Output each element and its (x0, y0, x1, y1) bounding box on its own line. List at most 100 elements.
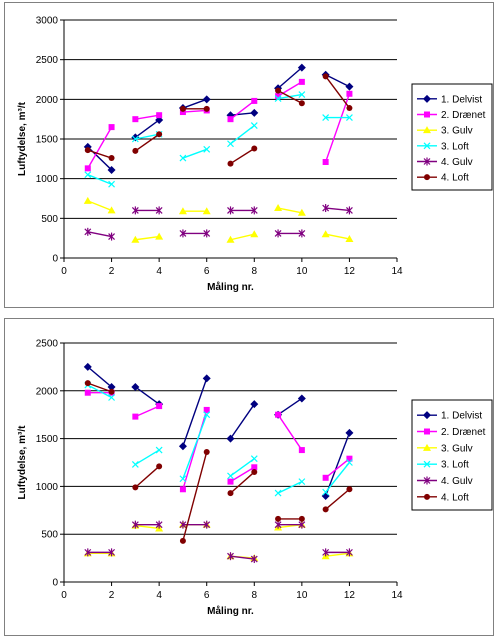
series-line (87, 126, 113, 169)
series-line (277, 81, 303, 97)
legend: 1. Delvist 2. Drænet 3. Gulv 3. Loft 4. Gulv… (411, 399, 493, 511)
data-point (131, 235, 140, 243)
series-line (230, 124, 255, 145)
series-4-loft (84, 73, 353, 167)
data-point (298, 478, 306, 486)
data-point (322, 488, 330, 496)
chart-svg-bottom: 0 500 1000 1500 2000 2500 0 2 4 6 8 10 12 14 Måling nr… (17, 339, 493, 617)
y-axis-title: Luftydelse, m³/t (17, 101, 28, 176)
series-line (325, 552, 350, 557)
x-tick-label: 8 (252, 266, 258, 277)
data-point (251, 97, 258, 104)
data-point (203, 229, 211, 238)
legend-box (411, 83, 493, 191)
chart-svg-top: 0 500 1000 1500 2000 2500 3000 0 2 4 6 8 10 12 14 Målin… (17, 16, 493, 293)
data-point (156, 131, 163, 138)
data-point (346, 486, 353, 493)
legend-marker (423, 460, 431, 468)
legend-label: 4. Gulv (441, 157, 473, 168)
series-line (134, 386, 160, 405)
y-tick-label: 2000 (36, 95, 59, 106)
data-point (298, 447, 305, 454)
data-point (131, 520, 139, 529)
data-point (179, 537, 186, 544)
legend-label: 3. Gulv (441, 443, 473, 454)
legend-marker (423, 157, 431, 166)
data-point (84, 165, 91, 172)
y-tick-label: 2000 (36, 386, 59, 397)
data-point (203, 145, 211, 153)
data-point (179, 475, 187, 483)
legend-item: 4. Loft (417, 492, 469, 503)
data-point (202, 374, 211, 383)
y-tick-label: 1500 (36, 434, 59, 445)
legend-item: 1. Delvist (417, 411, 482, 422)
data-point (251, 464, 258, 471)
data-point (297, 208, 306, 216)
series-1-delvist (83, 362, 354, 500)
data-point (179, 154, 187, 162)
series-3-gulv (83, 520, 354, 562)
y-tick-label: 0 (52, 254, 58, 265)
legend-label: 1. Delvist (441, 94, 482, 105)
legend-marker (423, 142, 431, 150)
series-line (277, 207, 302, 214)
legend-item: 3. Gulv (417, 126, 473, 137)
legend-item: 3. Gulv (417, 443, 473, 454)
series-line (134, 119, 160, 138)
data-point (274, 95, 282, 102)
x-tick-label: 8 (252, 590, 258, 601)
data-point (131, 382, 140, 391)
data-point (321, 230, 330, 238)
series-line (325, 233, 350, 240)
data-point (178, 442, 187, 451)
x-tick-label: 2 (109, 266, 115, 277)
series-line (277, 67, 303, 89)
data-point (108, 124, 115, 131)
series-line (182, 98, 207, 109)
legend-item: 4. Gulv (417, 157, 473, 168)
series-line (134, 465, 160, 488)
series-line (87, 231, 112, 238)
series-line (325, 488, 350, 510)
legend-marker (423, 126, 431, 134)
x-tick-label: 0 (61, 590, 67, 601)
y-tick-label: 0 (52, 578, 58, 589)
x-tick-label: 12 (344, 590, 356, 601)
series-line (182, 451, 208, 542)
series-4-gulv (84, 204, 353, 241)
data-point (298, 229, 306, 238)
legend-label: 3. Loft (441, 460, 469, 471)
series-line (325, 458, 350, 479)
series-line (87, 366, 113, 388)
series-3-gulv (83, 196, 354, 243)
x-tick-label: 0 (61, 266, 67, 277)
data-point (107, 206, 116, 214)
data-point (155, 206, 163, 215)
data-point (203, 411, 211, 419)
data-point (203, 520, 211, 529)
data-point (227, 472, 234, 480)
data-point (250, 455, 258, 463)
series-line (135, 133, 160, 140)
legend-label: 3. Gulv (441, 126, 473, 137)
series-line (87, 200, 112, 212)
data-point (156, 112, 163, 119)
data-point (226, 235, 235, 243)
x-tick-label: 14 (391, 590, 403, 601)
data-point (131, 133, 140, 142)
data-point (322, 114, 330, 122)
y-tick-label: 500 (41, 214, 58, 225)
x-tick-label: 14 (391, 266, 403, 277)
data-point (298, 100, 305, 107)
data-point (321, 491, 330, 500)
data-point (131, 460, 139, 468)
legend-marker (424, 428, 430, 435)
data-point (227, 206, 234, 215)
series-line (325, 74, 350, 88)
y-axis-title: Luftydelse, m³/t (17, 425, 28, 500)
series-line (134, 133, 160, 152)
data-point (345, 234, 354, 242)
x-axis-title: Måling nr. (207, 281, 254, 293)
data-point (156, 403, 163, 410)
